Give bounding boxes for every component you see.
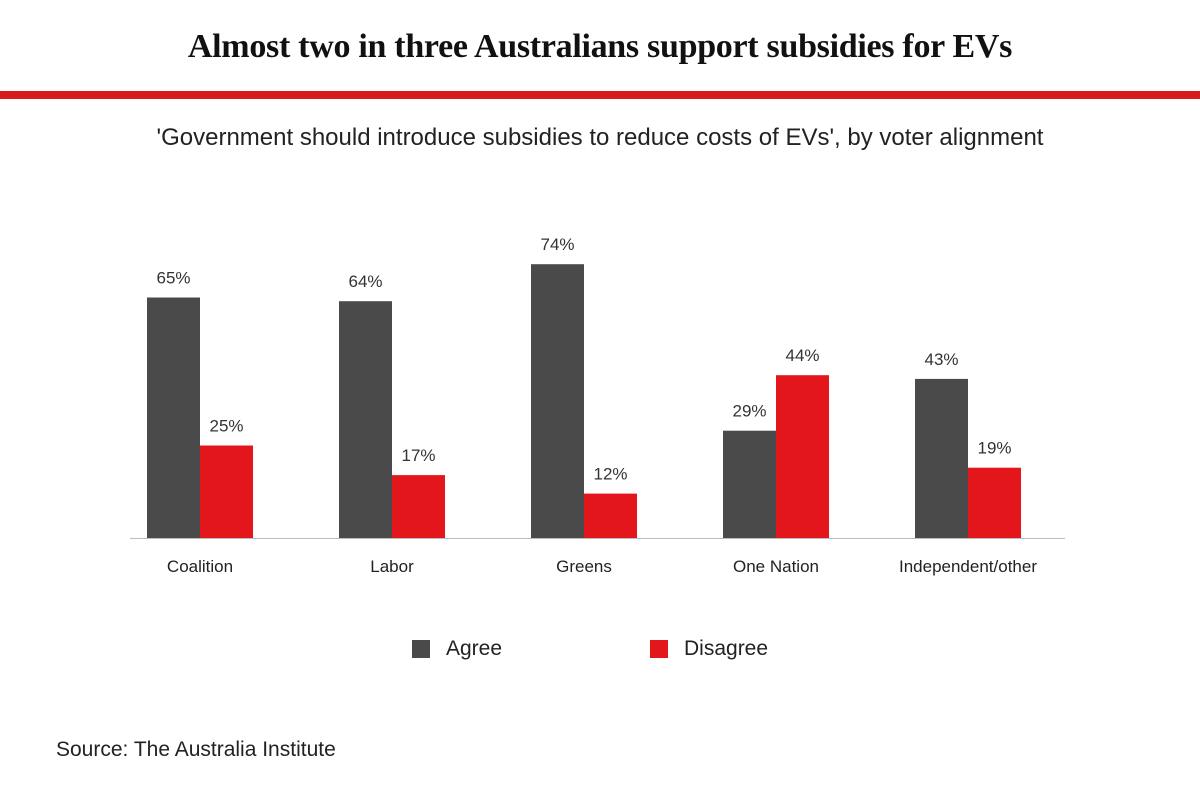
data-label-agree-4: 43% [924, 350, 958, 369]
bar-agree-3 [723, 430, 776, 538]
legend-item-disagree: Disagree [650, 634, 768, 664]
legend: Agree Disagree [0, 634, 1200, 664]
category-label-3: One Nation [733, 557, 819, 576]
bar-agree-4 [915, 378, 968, 538]
data-label-disagree-3: 44% [785, 346, 819, 365]
data-label-disagree-2: 12% [593, 465, 627, 484]
bar-disagree-3 [776, 375, 829, 538]
legend-swatch-disagree [650, 640, 668, 658]
chart-subtitle: 'Government should introduce subsidies t… [156, 124, 1044, 151]
legend-label-disagree: Disagree [684, 637, 769, 660]
data-label-agree-0: 65% [156, 269, 190, 288]
data-label-agree-2: 74% [540, 235, 574, 254]
bar-agree-2 [531, 264, 584, 538]
data-label-disagree-4: 19% [977, 439, 1011, 458]
chart-title: Almost two in three Australians support … [187, 28, 1013, 65]
category-label-4: Independent/other [899, 557, 1037, 576]
bar-disagree-4 [968, 467, 1021, 538]
bar-chart: 65% 25% Coalition 64% 17% Labor 74% 12% Greens 29… [130, 235, 1065, 576]
bar-disagree-0 [200, 445, 253, 538]
bar-disagree-1 [392, 475, 445, 538]
legend-label-agree: Agree [446, 637, 503, 660]
data-label-agree-1: 64% [348, 272, 382, 291]
category-label-1: Labor [370, 557, 414, 576]
bar-agree-0 [147, 297, 200, 538]
title-rule [0, 91, 1200, 99]
bar-agree-1 [339, 301, 392, 538]
legend-item-agree: Agree [412, 634, 502, 664]
category-label-2: Greens [556, 557, 612, 576]
bar-disagree-2 [584, 493, 637, 538]
data-label-agree-3: 29% [732, 402, 766, 421]
legend-swatch-agree [412, 640, 430, 658]
data-label-disagree-1: 17% [401, 446, 435, 465]
source-note: Source: The Australia Institute [56, 738, 336, 761]
category-label-0: Coalition [167, 557, 233, 576]
data-label-disagree-0: 25% [209, 417, 243, 436]
